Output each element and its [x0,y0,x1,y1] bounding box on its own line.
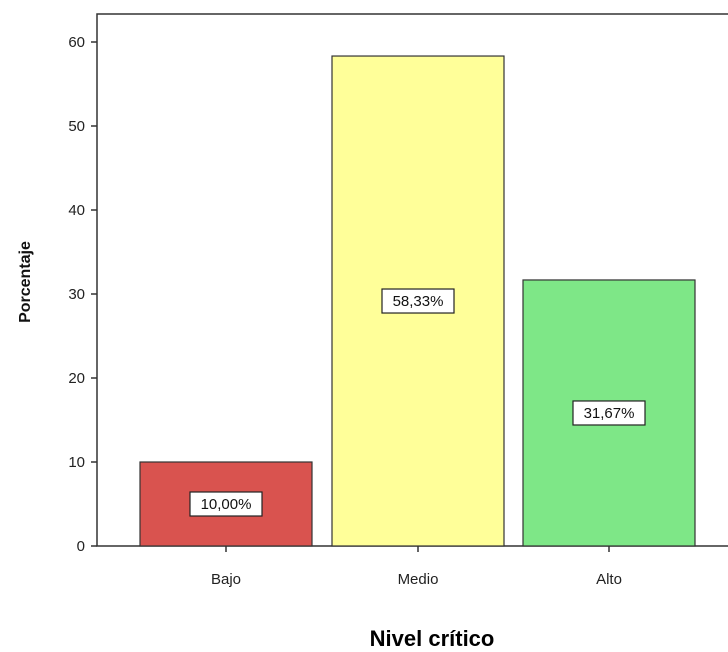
y-tick-label: 50 [68,118,85,135]
y-tick-label: 20 [68,370,85,387]
y-axis-label: Porcentaje [17,241,34,323]
data-label: 58,33% [393,293,444,310]
x-tick-label: Bajo [211,571,241,588]
y-tick-label: 60 [68,34,85,51]
data-label-box [572,400,646,426]
y-axis: 0 10 20 30 40 50 60 [68,34,97,555]
x-tick-label: Alto [596,571,622,588]
x-tick-label: Medio [398,571,439,588]
data-label: 31,67% [584,405,635,422]
x-axis-label: Nivel crítico [370,626,495,651]
y-tick-label: 40 [68,202,85,219]
bars: 10,00% 58,33% 31,67% [139,55,696,547]
y-tick-label: 10 [68,454,85,471]
y-tick-label: 0 [77,538,85,555]
y-tick-label: 30 [68,286,85,303]
data-label-box [189,491,263,517]
data-label: 10,00% [201,496,252,513]
x-axis: Bajo Medio Alto [211,546,622,588]
data-label-box [381,288,455,314]
